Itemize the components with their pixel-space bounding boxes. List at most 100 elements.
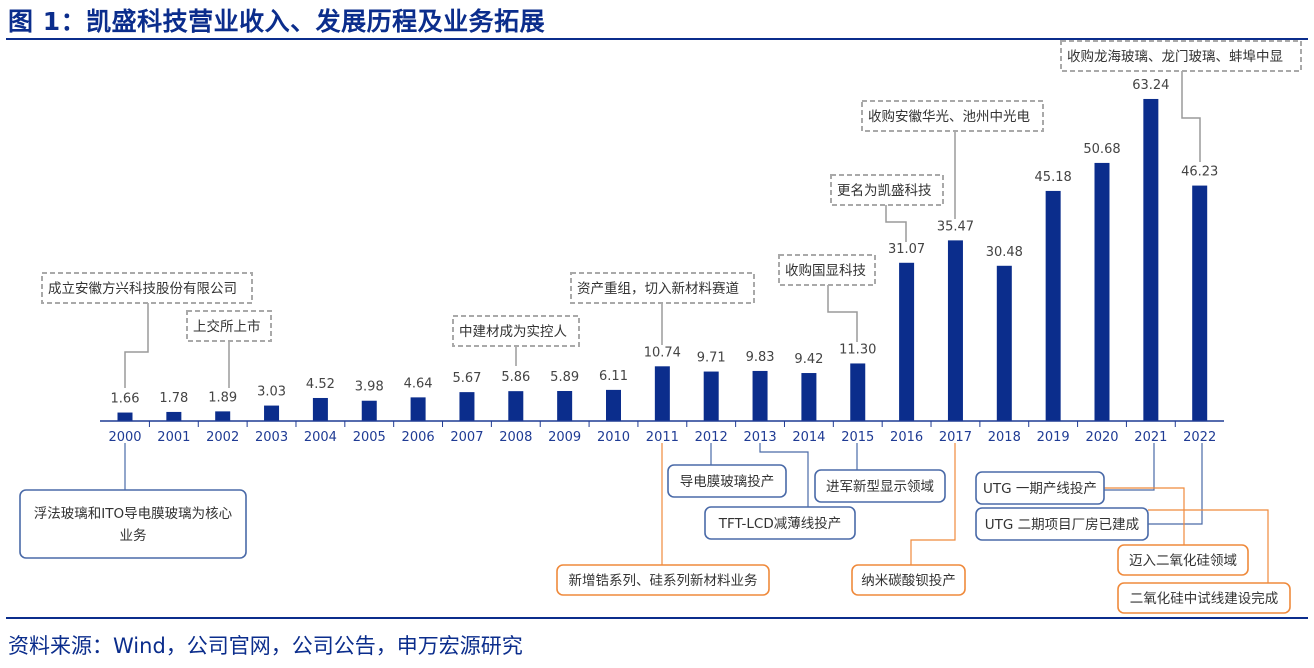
tick-label-2001: 2001 bbox=[157, 430, 190, 445]
data-label-2008: 5.86 bbox=[501, 370, 530, 385]
x-axis-tick-labels: 2000 2001 2002 2003 2004 2005 2006 2007 2008 2009… bbox=[108, 430, 1216, 445]
bottom-rule bbox=[6, 617, 1308, 619]
tick-label-2016: 2016 bbox=[890, 430, 923, 445]
tick-label-2022: 2022 bbox=[1183, 430, 1216, 445]
annotation-connector-2016 bbox=[885, 205, 907, 242]
tick-label-2002: 2002 bbox=[206, 430, 239, 445]
data-label-2022: 46.23 bbox=[1181, 165, 1218, 180]
bar-2001 bbox=[166, 411, 182, 421]
milestone-box-2021 bbox=[1117, 544, 1249, 576]
milestone-2012: 导电膜玻璃投产 bbox=[680, 473, 775, 490]
milestone-2013: TFT-LCD减薄线投产 bbox=[718, 516, 842, 532]
bar-2009 bbox=[557, 391, 573, 421]
tick-label-2017: 2017 bbox=[939, 430, 972, 445]
tick-label-2006: 2006 bbox=[402, 430, 435, 445]
milestone-connector-2021 bbox=[1104, 443, 1155, 491]
data-label-2010: 6.11 bbox=[599, 369, 628, 384]
annotation-box-2015 bbox=[778, 254, 876, 286]
bar-2012 bbox=[703, 371, 719, 421]
milestone-box-2022 bbox=[1117, 582, 1291, 614]
tick-label-2007: 2007 bbox=[450, 430, 483, 445]
bar-2005 bbox=[361, 400, 377, 421]
data-label-2014: 9.42 bbox=[794, 352, 823, 367]
milestone-box-2011 bbox=[556, 564, 770, 596]
bar-2015 bbox=[850, 363, 866, 421]
milestone-2015: 进军新型显示领域 bbox=[826, 479, 934, 495]
value-labels: 1.66 1.78 1.89 3.03 4.52 3.98 4.64 5.67 5.86 5.89… bbox=[111, 78, 1219, 407]
annotation-2002: 上交所上市 bbox=[193, 318, 261, 335]
figure-title: 图 1：凯盛科技营业收入、发展历程及业务拓展 bbox=[8, 7, 546, 36]
data-label-2002: 1.89 bbox=[208, 390, 237, 405]
annotation-box-2017 bbox=[861, 100, 1044, 132]
data-label-2017: 35.47 bbox=[937, 219, 974, 234]
milestone-2021: UTG 一期产线投产 bbox=[983, 481, 1097, 497]
milestone-box-2015 bbox=[814, 469, 946, 503]
milestone-connector-2017 bbox=[910, 443, 956, 565]
milestone-2011: 新增锆系列、硅系列新材料业务 bbox=[569, 573, 758, 589]
bar-2006 bbox=[410, 397, 426, 421]
tick-label-2004: 2004 bbox=[304, 430, 337, 445]
data-label-2021: 63.24 bbox=[1132, 78, 1169, 93]
tick-label-2005: 2005 bbox=[353, 430, 386, 445]
annotation-2017: 收购安徽华光、池州中光电 bbox=[868, 109, 1030, 125]
annotation-2016: 更名为凯盛科技 bbox=[837, 183, 932, 199]
tick-label-2009: 2009 bbox=[548, 430, 581, 445]
data-label-2006: 4.64 bbox=[404, 376, 433, 391]
tick-label-2020: 2020 bbox=[1085, 430, 1118, 445]
tick-label-2012: 2012 bbox=[695, 430, 728, 445]
data-label-2012: 9.71 bbox=[697, 351, 726, 366]
annotation-2011: 资产重组，切入新材料赛道 bbox=[577, 281, 739, 297]
bar-2003 bbox=[264, 405, 280, 421]
tick-label-2015: 2015 bbox=[841, 430, 874, 445]
data-label-2005: 3.98 bbox=[355, 380, 384, 395]
milestone-2017: 纳米碳酸钡投产 bbox=[861, 573, 956, 589]
data-label-2011: 10.74 bbox=[644, 345, 681, 360]
annotation-connector-2000 bbox=[124, 303, 149, 388]
annotation-box-2022 bbox=[1060, 40, 1302, 72]
data-label-2020: 50.68 bbox=[1083, 142, 1120, 157]
milestone-2000: 浮法玻璃和ITO导电膜玻璃为核心 bbox=[34, 505, 233, 522]
bar-2010 bbox=[606, 389, 621, 421]
milestone-2022: UTG 二期项目厂房已建成 bbox=[985, 517, 1139, 533]
milestone-box-2017 bbox=[851, 564, 966, 596]
annotation-2008: 中建材成为实控人 bbox=[459, 324, 567, 340]
milestone-box-2021 bbox=[975, 471, 1105, 505]
annotation-connector-2022 bbox=[1181, 71, 1201, 162]
tick-label-2003: 2003 bbox=[255, 430, 288, 445]
data-label-2018: 30.48 bbox=[986, 245, 1023, 260]
data-label-2013: 9.83 bbox=[746, 350, 775, 365]
data-label-2003: 3.03 bbox=[257, 385, 286, 400]
milestone-connector-2021 bbox=[1104, 487, 1185, 545]
tick-label-2010: 2010 bbox=[597, 430, 630, 445]
data-label-2004: 4.52 bbox=[306, 377, 335, 392]
tick-label-2018: 2018 bbox=[988, 430, 1021, 445]
tick-label-2014: 2014 bbox=[792, 430, 825, 445]
source-note: 资料来源：Wind，公司官网，公司公告，申万宏源研究 bbox=[8, 634, 523, 658]
bar-2011 bbox=[654, 366, 670, 421]
tick-label-2011: 2011 bbox=[646, 430, 679, 445]
annotation-box-2008 bbox=[452, 315, 580, 347]
bar-2007 bbox=[459, 392, 475, 421]
top-rule bbox=[6, 38, 1308, 40]
annotation-connectors bbox=[124, 71, 1269, 583]
annotation-box-2002 bbox=[186, 310, 272, 342]
milestone-box-2012 bbox=[667, 464, 787, 498]
tick-label-2019: 2019 bbox=[1037, 430, 1070, 445]
bar-2002 bbox=[215, 411, 231, 421]
bar-2020 bbox=[1094, 162, 1110, 421]
milestone-box-2000 bbox=[19, 489, 247, 559]
annotation-box-2011 bbox=[570, 272, 755, 304]
milestone-box-2013 bbox=[704, 506, 856, 540]
annotation-2015: 收购国显科技 bbox=[785, 263, 866, 279]
tick-label-2008: 2008 bbox=[499, 430, 532, 445]
milestone-connector-2022 bbox=[1148, 509, 1269, 583]
tick-label-2021: 2021 bbox=[1134, 430, 1167, 445]
bar-2018 bbox=[996, 265, 1012, 421]
annotation-2000: 成立安徽方兴科技股份有限公司 bbox=[48, 281, 237, 297]
tick-label-2000: 2000 bbox=[108, 430, 141, 445]
data-label-2009: 5.89 bbox=[550, 370, 579, 385]
bar-2016 bbox=[899, 262, 915, 421]
